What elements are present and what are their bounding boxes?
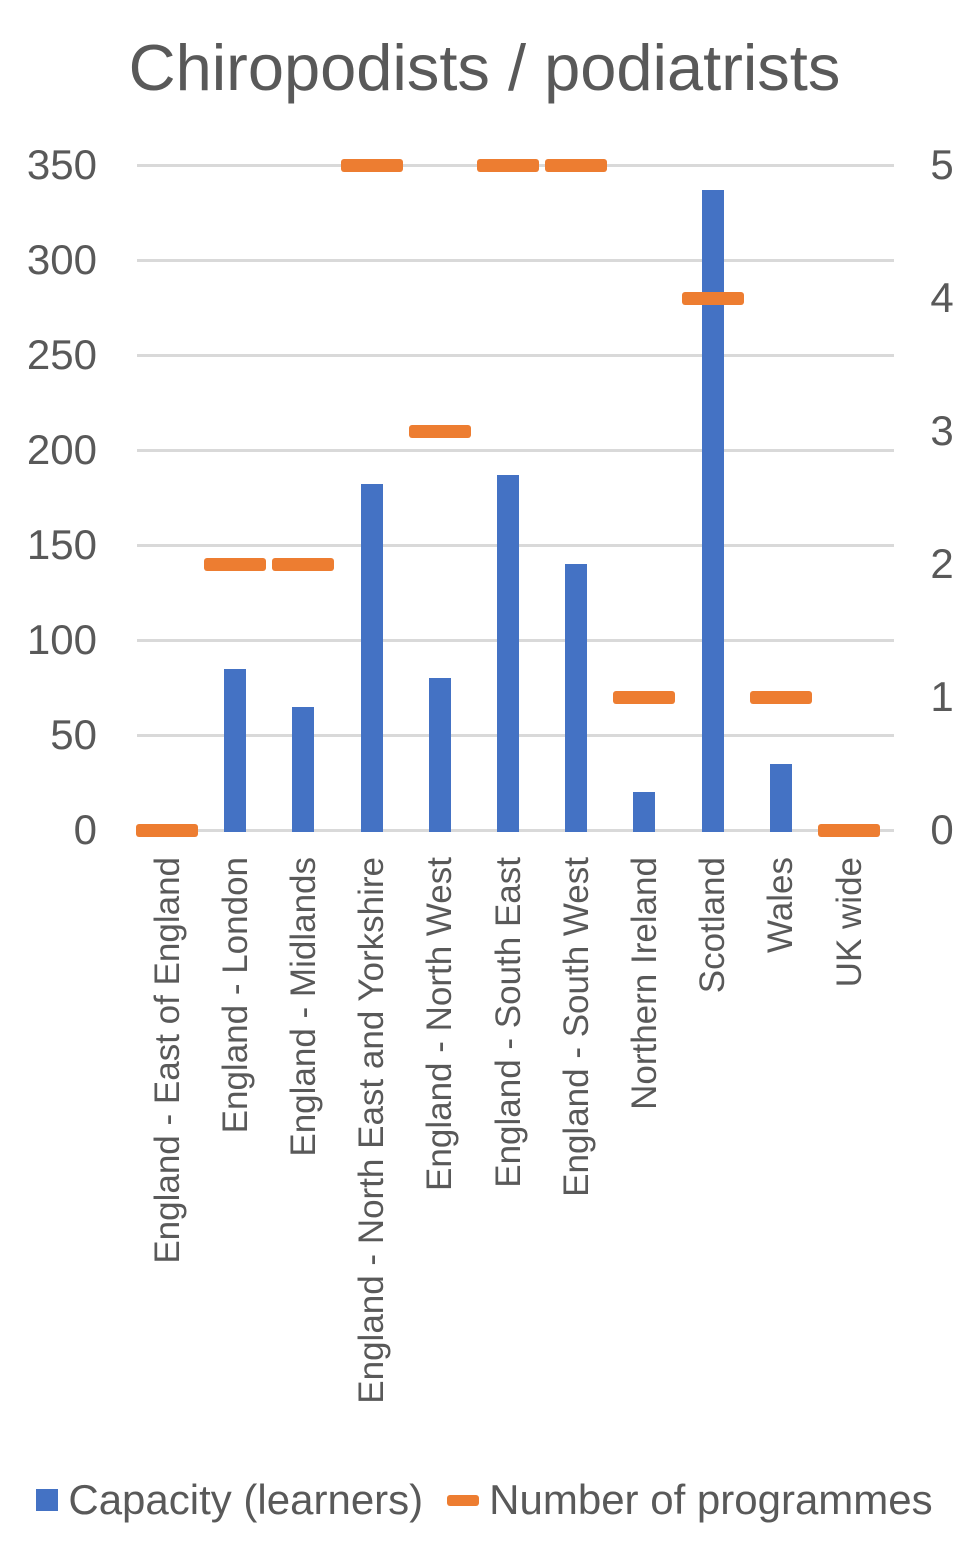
legend: Capacity (learners) Number of programmes xyxy=(0,1472,969,1528)
programmes-dash xyxy=(613,690,676,704)
capacity-bar xyxy=(565,564,588,832)
secondary-y-axis-tick-label: 3 xyxy=(930,407,954,454)
secondary-y-axis-tick-label: 1 xyxy=(930,673,954,720)
y-axis-tick-label: 350 xyxy=(26,141,97,188)
legend-capacity-swatch-icon xyxy=(36,1489,59,1511)
capacity-bar xyxy=(633,792,656,832)
category-label: England - Midlands xyxy=(283,857,323,1157)
legend-capacity-label: Capacity (learners) xyxy=(68,1476,424,1523)
secondary-y-axis-tick-label: 4 xyxy=(930,274,954,321)
y-axis-tick-label: 0 xyxy=(73,806,97,853)
programmes-dash xyxy=(340,158,403,172)
legend-programmes-dash-icon xyxy=(447,1494,480,1506)
category-label: England - North West xyxy=(420,857,460,1191)
legend-programmes-label: Number of programmes xyxy=(489,1476,933,1523)
programmes-dash xyxy=(749,690,812,704)
category-label: England - South East xyxy=(488,857,528,1188)
capacity-bar xyxy=(292,706,315,832)
capacity-bar xyxy=(769,763,792,832)
y-axis-tick-label: 50 xyxy=(50,711,97,758)
y-axis-tick-label: 150 xyxy=(26,521,97,568)
chart-title: Chiropodists / podiatrists xyxy=(128,31,841,104)
capacity-bar xyxy=(428,678,451,832)
capacity-bar xyxy=(497,474,519,832)
programmes-dash xyxy=(408,424,471,438)
gridline xyxy=(137,448,894,452)
programmes-dash xyxy=(681,291,744,305)
programmes-dash xyxy=(477,158,539,172)
programmes-dash xyxy=(272,557,335,571)
category-label: England - North East and Yorkshire xyxy=(352,857,392,1404)
programmes-dash xyxy=(204,557,267,571)
y-axis-tick-label: 250 xyxy=(26,331,97,378)
category-label: UK wide xyxy=(829,857,869,988)
category-label: England - East of England xyxy=(147,857,187,1264)
programmes-dash xyxy=(545,158,608,172)
gridline xyxy=(137,353,894,357)
y-axis-tick-label: 200 xyxy=(26,426,97,473)
secondary-y-axis-tick-label: 2 xyxy=(930,540,954,587)
y-axis-tick-label: 300 xyxy=(26,236,97,283)
category-label: England - South West xyxy=(556,857,596,1197)
category-label: Wales xyxy=(761,857,801,953)
capacity-bar xyxy=(360,484,383,832)
category-label: Northern Ireland xyxy=(624,857,664,1110)
category-label: England - London xyxy=(215,857,255,1134)
capacity-bar xyxy=(224,668,247,832)
capacity-bar xyxy=(701,189,724,832)
programmes-dash xyxy=(136,823,198,837)
gridline xyxy=(137,258,894,262)
category-label: Scotland xyxy=(693,857,733,994)
secondary-y-axis-tick-label: 5 xyxy=(930,141,954,188)
programmes-dash xyxy=(818,823,880,837)
y-axis-tick-label: 100 xyxy=(26,616,97,663)
secondary-y-axis-tick-label: 0 xyxy=(930,806,954,853)
